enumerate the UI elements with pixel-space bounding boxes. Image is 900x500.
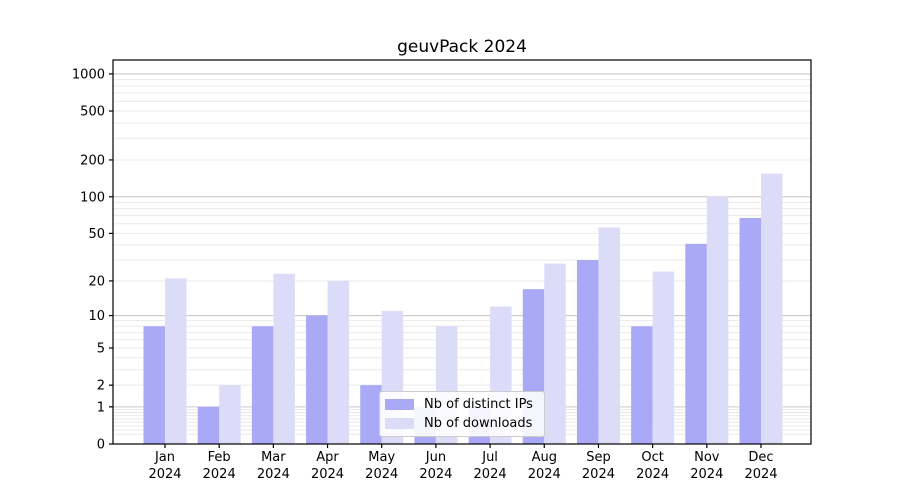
x-tick-label-month: May xyxy=(368,450,395,465)
y-tick-label: 100 xyxy=(80,190,105,205)
x-tick-label-year: 2024 xyxy=(528,467,561,482)
x-tick-label-year: 2024 xyxy=(636,467,669,482)
x-tick-label-month: Nov xyxy=(694,450,720,465)
x-tick-label-month: Mar xyxy=(261,450,286,465)
y-tick-label: 10 xyxy=(88,309,105,324)
legend-swatch-downloads xyxy=(385,418,414,429)
legend-label-downloads: Nb of downloads xyxy=(424,416,533,431)
plot-frame xyxy=(112,59,812,445)
x-tick-label-month: Jan xyxy=(154,450,175,465)
legend-swatch-distinct-ips xyxy=(385,399,414,410)
bar-downloads xyxy=(327,280,350,444)
x-tick-label-month: Oct xyxy=(641,450,663,465)
bar-distinct-ips xyxy=(360,385,382,444)
x-tick-label-year: 2024 xyxy=(690,467,723,482)
x-tick-label-month: Apr xyxy=(316,450,339,465)
x-tick-label-month: Jul xyxy=(481,450,498,465)
bar-distinct-ips xyxy=(197,406,220,444)
x-tick-label-year: 2024 xyxy=(203,467,236,482)
y-tick-label: 0 xyxy=(97,438,105,453)
y-tick-label: 500 xyxy=(80,105,105,120)
bar-downloads xyxy=(761,173,783,444)
x-tick-label-month: Aug xyxy=(532,450,557,465)
bar-distinct-ips xyxy=(251,326,274,444)
x-tick-label-year: 2024 xyxy=(582,467,615,482)
bar-distinct-ips xyxy=(631,326,653,444)
bar-distinct-ips xyxy=(739,217,761,444)
legend-item-downloads: Nb of downloads xyxy=(385,416,544,431)
x-tick-label-month: Feb xyxy=(208,450,231,465)
bar-distinct-ips xyxy=(576,260,599,444)
bar-downloads xyxy=(544,263,566,444)
y-tick-label: 1 xyxy=(97,400,105,415)
x-tick-label-year: 2024 xyxy=(419,467,452,482)
y-tick-label: 50 xyxy=(88,227,105,242)
bar-distinct-ips xyxy=(685,243,707,444)
y-tick-label: 1000 xyxy=(72,67,105,82)
legend-label-distinct-ips: Nb of distinct IPs xyxy=(424,397,533,412)
x-tick-label-year: 2024 xyxy=(257,467,290,482)
x-tick-label-year: 2024 xyxy=(311,467,344,482)
y-tick-label: 5 xyxy=(97,342,105,357)
bar-downloads xyxy=(652,271,675,444)
chart-title: geuvPack 2024 xyxy=(397,37,527,57)
x-tick-label-month: Jun xyxy=(425,450,446,465)
x-tick-label-year: 2024 xyxy=(148,467,181,482)
x-tick-label-year: 2024 xyxy=(744,467,777,482)
x-tick-label-year: 2024 xyxy=(474,467,507,482)
y-tick-label: 200 xyxy=(80,153,105,168)
x-tick-label-month: Dec xyxy=(748,450,773,465)
y-tick-label: 2 xyxy=(97,379,105,394)
x-tick-label-year: 2024 xyxy=(365,467,398,482)
y-tick-label: 20 xyxy=(88,274,105,289)
bar-distinct-ips xyxy=(306,315,328,444)
legend: Nb of distinct IPs Nb of downloads xyxy=(379,391,545,437)
bar-downloads xyxy=(598,227,620,444)
bar-downloads xyxy=(273,273,295,444)
legend-item-distinct-ips: Nb of distinct IPs xyxy=(385,397,544,412)
bar-distinct-ips xyxy=(143,326,165,444)
bar-downloads xyxy=(219,385,241,444)
bar-downloads xyxy=(165,278,187,444)
x-tick-label-month: Sep xyxy=(586,450,611,465)
bar-downloads xyxy=(706,196,729,444)
